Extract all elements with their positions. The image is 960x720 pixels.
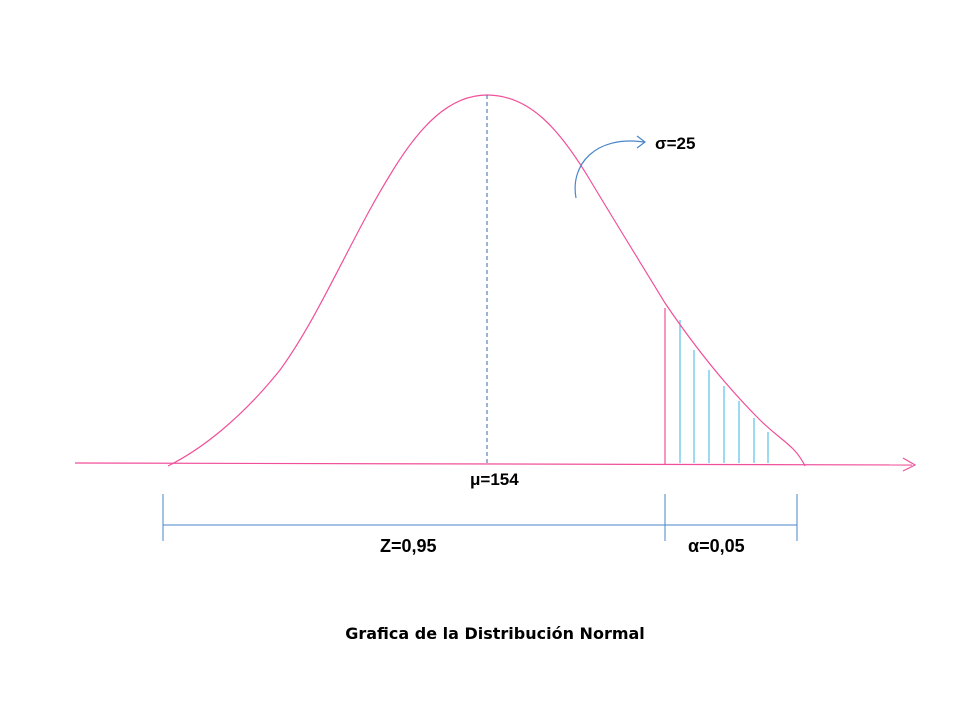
rejection-region-hatch (679, 320, 769, 463)
sigma-arrowhead (636, 135, 646, 149)
sigma-arrow (574, 140, 645, 199)
z-bracket (162, 494, 666, 541)
normal-curve (167, 94, 806, 467)
alpha-label: α=0,05 (688, 536, 745, 556)
alpha-bracket (665, 494, 798, 541)
x-axis-arrowhead (902, 457, 917, 472)
mean-label: μ=154 (470, 470, 519, 489)
z-label: Z=0,95 (380, 536, 437, 556)
figure-caption: Grafica de la Distribución Normal (345, 624, 645, 643)
sigma-label: σ=25 (655, 134, 696, 153)
x-axis (74, 462, 913, 466)
